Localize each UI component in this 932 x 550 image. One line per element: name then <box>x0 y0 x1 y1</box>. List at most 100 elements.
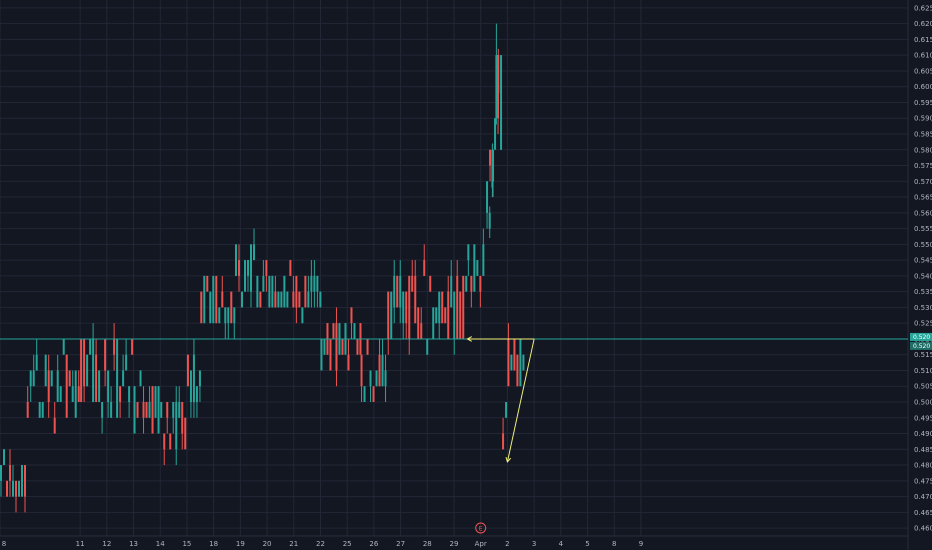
candle-body <box>372 386 375 402</box>
candle-body <box>238 260 241 276</box>
y-tick-label: 0.555 <box>914 225 932 233</box>
candle-body <box>35 354 38 371</box>
candle-body <box>104 338 107 371</box>
candle-body <box>12 480 14 497</box>
candle-body <box>494 118 497 150</box>
y-tick-label: 0.570 <box>914 178 932 186</box>
candle-body <box>181 402 184 434</box>
y-tick-label: 0.480 <box>914 462 932 470</box>
x-tick-label: 8 <box>2 540 6 548</box>
candle-body <box>18 480 20 497</box>
y-tick-label: 0.605 <box>914 67 932 75</box>
candle-body <box>221 291 224 308</box>
candle-body <box>384 370 387 387</box>
x-tick-label: 25 <box>343 540 352 548</box>
candle-body <box>160 402 163 418</box>
candle-body <box>510 354 513 371</box>
candle-body <box>353 323 356 339</box>
candle-body <box>447 291 450 339</box>
candle-body <box>387 291 390 339</box>
candle-body <box>83 338 86 387</box>
candle-body <box>283 275 286 308</box>
y-tick-label: 0.590 <box>914 115 932 123</box>
candle-body <box>350 307 353 324</box>
candle-body <box>491 149 494 188</box>
candle-body <box>21 465 23 497</box>
candle-body <box>128 386 131 402</box>
candle-body <box>516 354 519 387</box>
x-tick-label: 20 <box>263 540 272 548</box>
candle-body <box>184 417 187 450</box>
candle-body <box>113 338 116 355</box>
candle-body <box>253 244 256 261</box>
candle-body <box>369 370 372 387</box>
candle-body <box>136 402 139 418</box>
candle-body <box>0 465 2 481</box>
y-tick-label: 0.505 <box>914 383 932 391</box>
candle-body <box>169 433 172 450</box>
candle-body <box>497 55 500 94</box>
y-tick-label: 0.580 <box>914 146 932 154</box>
candle-body <box>462 275 465 339</box>
candle-body <box>235 244 238 276</box>
candle-body <box>473 244 476 292</box>
x-tick-label: 28 <box>423 540 432 548</box>
candle-body <box>479 275 482 292</box>
candle-body <box>408 275 411 339</box>
y-tick-label: 0.615 <box>914 36 932 44</box>
candle-body <box>277 291 280 308</box>
candle-body <box>6 480 8 497</box>
candle-body <box>157 386 160 434</box>
candle-body <box>215 275 218 324</box>
candle-body <box>335 323 338 371</box>
x-tick-label: 22 <box>316 540 325 548</box>
y-tick-label: 0.490 <box>914 430 932 438</box>
candle-body <box>396 275 399 308</box>
candle-body <box>420 323 423 339</box>
candle-body <box>366 338 369 355</box>
x-tick-label: 5 <box>585 540 589 548</box>
candle-body <box>116 338 119 418</box>
candle-body <box>495 55 498 119</box>
x-tick-label: 12 <box>102 540 111 548</box>
candle-body <box>206 275 209 292</box>
earnings-marker-label: E <box>479 526 483 533</box>
candle-body <box>507 338 510 387</box>
candle-body <box>360 354 363 387</box>
x-tick-label: 21 <box>289 540 298 548</box>
candle-body <box>310 275 313 292</box>
candle-body <box>393 275 396 308</box>
candle-body <box>411 275 414 292</box>
y-tick-label: 0.530 <box>914 304 932 312</box>
candle-body <box>166 402 169 418</box>
earnings-marker-icon <box>475 522 487 534</box>
candle-body <box>98 370 101 402</box>
secondary-price-label: 0.520 <box>913 343 930 350</box>
candle-body <box>456 275 459 339</box>
candle-body <box>119 386 122 402</box>
candle-body <box>262 275 265 292</box>
candle-body <box>71 386 74 402</box>
x-tick-label: 18 <box>209 540 218 548</box>
candle-body <box>441 291 444 324</box>
candle-body <box>363 386 366 402</box>
candles-group <box>0 23 525 513</box>
candle-body <box>316 275 319 292</box>
candle-body <box>15 480 17 497</box>
candle-body <box>265 260 268 276</box>
x-tick-label: 3 <box>532 540 536 548</box>
candle-body <box>233 307 236 324</box>
candle-body <box>62 338 65 355</box>
candle-body <box>53 417 56 434</box>
candle-body <box>95 354 98 402</box>
candle-body <box>148 402 151 418</box>
candle-body <box>29 370 32 387</box>
candle-body <box>268 275 271 308</box>
candle-body <box>107 370 110 402</box>
candle-body <box>80 338 83 402</box>
candle-body <box>423 260 426 276</box>
candle-body <box>209 291 212 324</box>
candle-body <box>259 291 262 308</box>
